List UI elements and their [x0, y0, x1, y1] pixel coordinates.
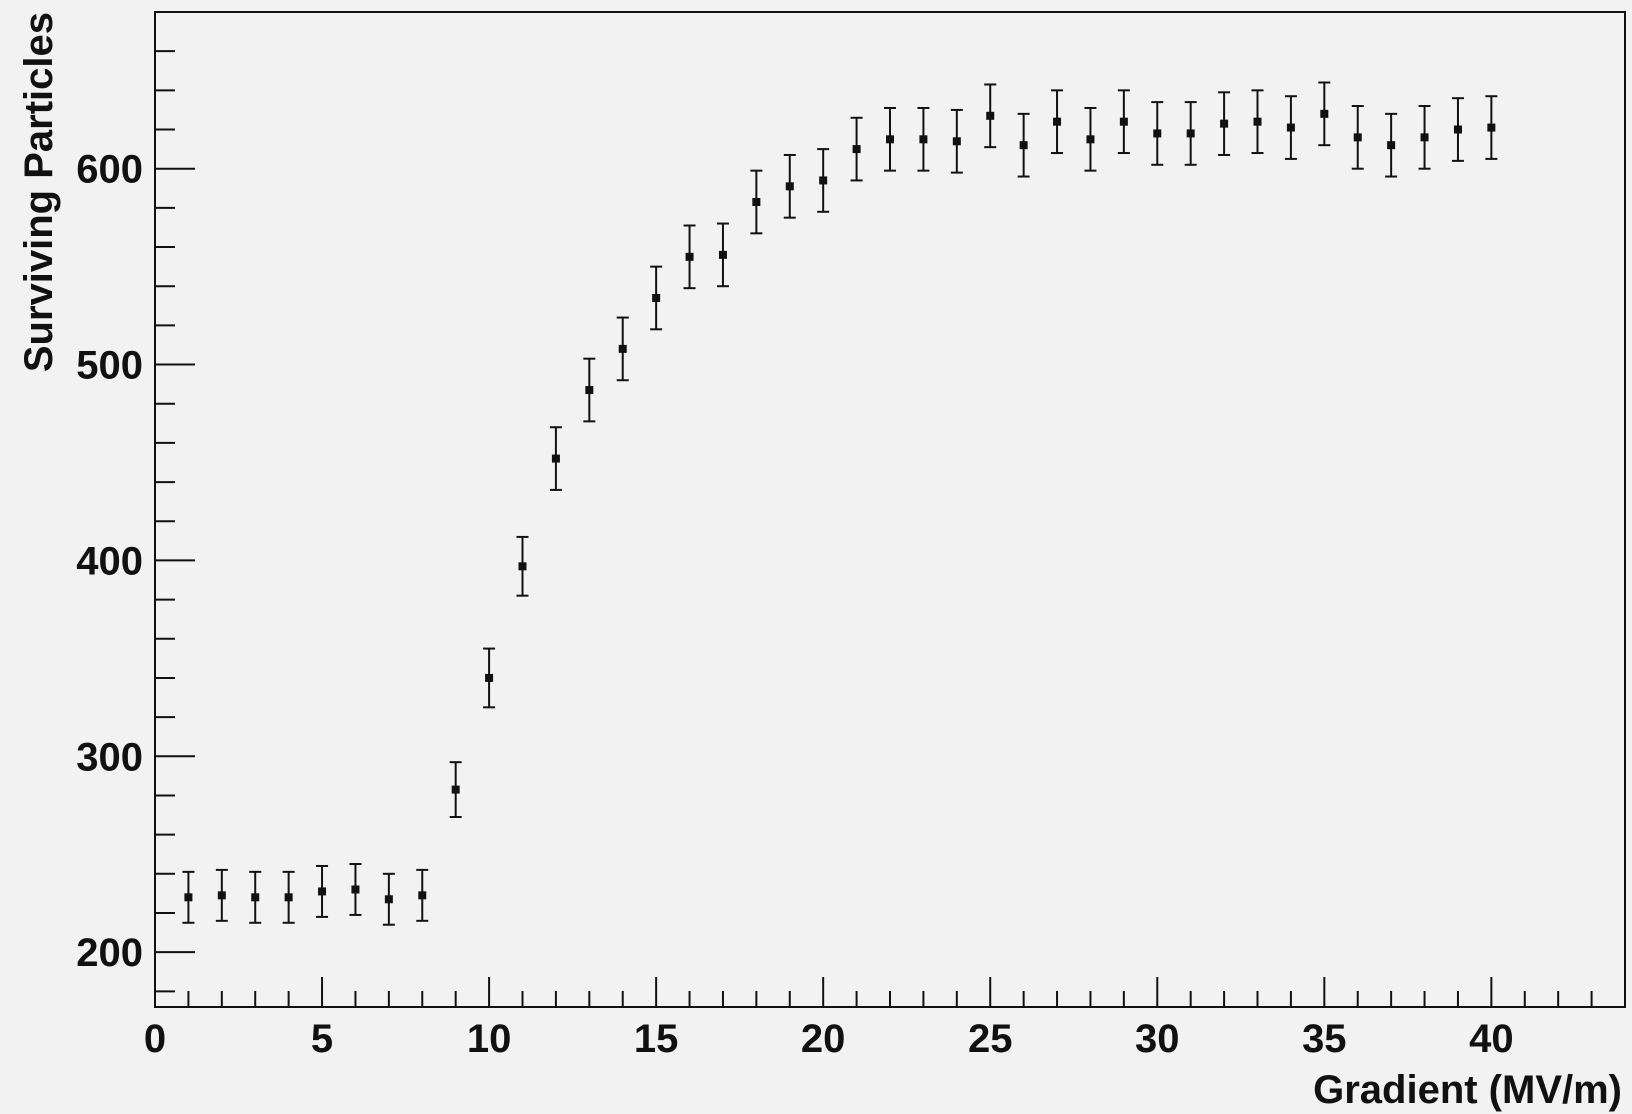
data-point: [1320, 109, 1329, 118]
x-tick-label: 40: [1469, 1017, 1514, 1061]
data-point: [618, 344, 627, 353]
y-tick-label: 500: [76, 344, 143, 388]
data-point: [551, 454, 560, 463]
data-point: [1186, 129, 1195, 138]
data-point: [485, 673, 494, 682]
x-axis-title: Gradient (MV/m): [1313, 1068, 1622, 1112]
data-point: [418, 891, 427, 900]
x-tick-label: 15: [634, 1017, 679, 1061]
data-point: [919, 135, 928, 144]
x-tick-label: 5: [311, 1017, 333, 1061]
data-point: [1453, 125, 1462, 134]
data-point: [1387, 141, 1396, 150]
data-point: [1253, 117, 1262, 126]
data-point: [718, 250, 727, 259]
data-point: [1220, 119, 1229, 128]
data-point: [184, 893, 193, 902]
plot-frame: [154, 11, 1626, 1008]
data-points: [182, 81, 1498, 926]
data-point: [1353, 133, 1362, 142]
data-point: [217, 891, 226, 900]
data-point: [318, 887, 327, 896]
data-point: [585, 386, 594, 395]
x-tick-label: 35: [1302, 1017, 1347, 1061]
x-tick-label: 25: [968, 1017, 1013, 1061]
data-point: [1053, 117, 1062, 126]
data-point: [1119, 117, 1128, 126]
data-point: [785, 182, 794, 191]
data-point: [652, 293, 661, 302]
data-point: [518, 562, 527, 571]
data-point: [1487, 123, 1496, 132]
data-point: [251, 893, 260, 902]
x-tick-label: 10: [467, 1017, 512, 1061]
data-point: [752, 197, 761, 206]
data-point: [1019, 141, 1028, 150]
data-point: [986, 111, 995, 120]
y-tick-label: 600: [76, 148, 143, 192]
axis-ticks: [154, 11, 1626, 1007]
y-tick-label: 400: [76, 539, 143, 583]
y-tick-label: 200: [76, 931, 143, 975]
data-point: [819, 176, 828, 185]
data-point: [351, 885, 360, 894]
tick-labels: 0 5 10 15 20 25 30 35 40 200 300 400 500 600: [76, 148, 1513, 1061]
data-point: [952, 137, 961, 146]
x-tick-label: 30: [1135, 1017, 1180, 1061]
data-point: [685, 252, 694, 261]
data-point: [451, 785, 460, 794]
data-point: [852, 145, 861, 154]
x-tick-label: 0: [144, 1017, 166, 1061]
data-point: [384, 895, 393, 904]
data-point: [886, 135, 894, 144]
data-point: [1286, 123, 1295, 132]
data-point: [284, 893, 293, 902]
data-point: [1153, 129, 1162, 138]
y-tick-label: 300: [76, 735, 143, 779]
data-point: [1420, 133, 1429, 142]
x-tick-label: 20: [801, 1017, 846, 1061]
y-axis-title: Surviving Particles: [17, 12, 61, 372]
data-point: [1086, 135, 1095, 144]
